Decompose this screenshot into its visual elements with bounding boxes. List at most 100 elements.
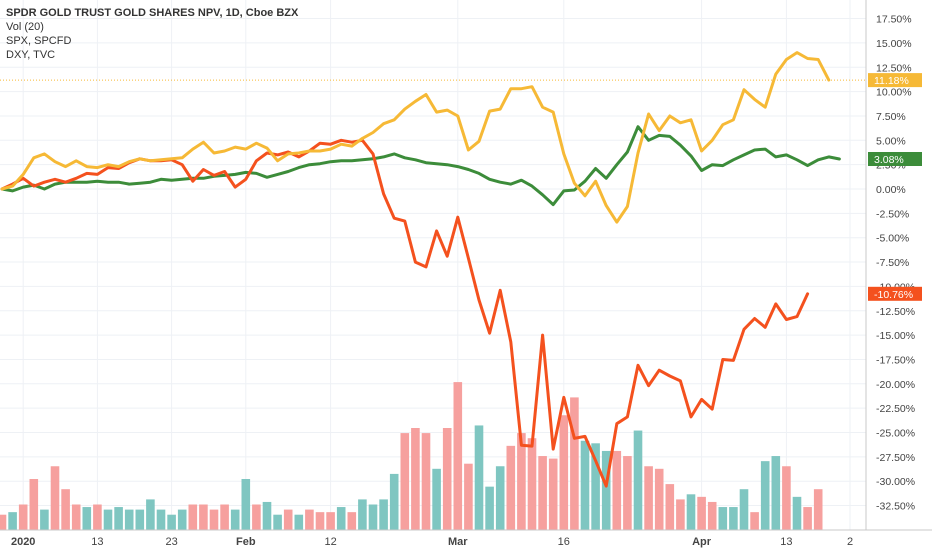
y-tick-label: 15.00%	[876, 38, 912, 50]
volume-bar	[644, 466, 653, 530]
volume-bar	[792, 496, 802, 530]
volume-bar	[495, 466, 505, 530]
volume-bar	[559, 415, 569, 530]
volume-bar	[71, 504, 81, 530]
volume-bar	[729, 507, 738, 530]
volume-bar	[803, 507, 812, 530]
volume-bar	[124, 509, 134, 530]
volume-bar	[220, 504, 229, 530]
y-tick-label: -17.50%	[876, 354, 915, 366]
volume-bar	[538, 456, 547, 530]
last-value-badge-text: 3.08%	[874, 154, 904, 166]
volume-bar	[570, 397, 579, 530]
volume-bar	[379, 499, 388, 530]
x-tick-label: 23	[165, 536, 177, 548]
volume-bar	[8, 512, 17, 530]
volume-bar	[252, 504, 261, 530]
y-tick-label: 5.00%	[876, 135, 906, 147]
x-tick-label: 12	[324, 536, 336, 548]
volume-bar	[718, 507, 728, 530]
volume-bar	[527, 438, 537, 530]
last-value-badges: 11.18% 3.08% -10.76%	[868, 73, 922, 301]
volume-bar	[432, 468, 441, 530]
volume-bar	[61, 489, 70, 530]
volume-bar	[188, 504, 198, 530]
x-tick-label: 2	[847, 536, 853, 548]
price-axis-bg	[866, 0, 932, 530]
legend-spx[interactable]: SPX, SPCFD	[6, 35, 72, 47]
volume-bar	[707, 501, 717, 530]
volume-bar	[230, 509, 240, 530]
y-tick-label: -15.00%	[876, 330, 915, 342]
volume-bar	[82, 507, 92, 530]
volume-bar	[421, 433, 431, 530]
volume-bar	[273, 514, 282, 530]
volume-bar	[241, 479, 251, 530]
volume-bar	[464, 463, 473, 530]
volume-bar	[453, 382, 463, 530]
volume-bar	[177, 509, 187, 530]
chart-grid	[0, 0, 866, 530]
x-tick-label: 13	[91, 536, 103, 548]
volume-bar	[103, 509, 113, 530]
x-tick-label: 13	[780, 536, 792, 548]
volume-bar	[326, 512, 335, 530]
volume-bar	[633, 430, 643, 530]
x-tick-label: 16	[558, 536, 570, 548]
volume-bar	[167, 514, 176, 530]
volume-bar	[612, 450, 622, 530]
x-tick-label: Apr	[692, 536, 712, 548]
volume-bar	[389, 473, 399, 530]
volume-bar	[315, 512, 325, 530]
volume-bar	[146, 499, 155, 530]
y-tick-label: -25.00%	[876, 428, 915, 440]
chart-legend: SPDR GOLD TRUST GOLD SHARES NPV, 1D, Cbo…	[6, 6, 298, 62]
last-value-badge-text: 11.18%	[874, 75, 909, 87]
volume-bar	[283, 509, 293, 530]
volume-bar	[485, 486, 494, 530]
volume-bar	[591, 443, 600, 530]
volume-bar	[347, 512, 357, 530]
series-line[interactable]	[0, 125, 841, 207]
last-value-badge	[868, 73, 922, 88]
volume-bar	[442, 428, 452, 530]
volume-bar	[676, 499, 685, 530]
volume-bar	[686, 494, 696, 530]
y-tick-label: -5.00%	[876, 233, 909, 245]
y-tick-label: -32.50%	[876, 501, 915, 513]
y-tick-label: 12.50%	[876, 62, 912, 74]
volume-bar	[40, 509, 49, 530]
volume-bar	[750, 512, 759, 530]
volume-bar	[813, 489, 823, 530]
volume-bar	[580, 440, 590, 530]
legend-main-symbol[interactable]: SPDR GOLD TRUST GOLD SHARES NPV, 1D, Cbo…	[6, 7, 299, 19]
y-tick-label: -12.50%	[876, 306, 915, 318]
volume-bar	[294, 514, 304, 530]
volume-bar	[782, 466, 791, 530]
volume-bar	[760, 461, 770, 530]
volume-bar	[336, 507, 346, 530]
y-tick-label: -30.00%	[876, 476, 915, 488]
y-tick-label: 10.00%	[876, 87, 912, 99]
series-line[interactable]	[0, 51, 831, 224]
price-axis[interactable]: 17.50%15.00%12.50%10.00%7.50%5.00%2.50%0…	[876, 14, 915, 513]
volume-bar	[29, 479, 39, 530]
volume-bar	[93, 504, 102, 530]
y-tick-label: -7.50%	[876, 257, 909, 269]
legend-volume[interactable]: Vol (20)	[6, 21, 44, 33]
volume-bar	[50, 466, 60, 530]
volume-bar	[411, 428, 420, 530]
y-tick-label: -22.50%	[876, 403, 915, 415]
y-tick-label: -20.00%	[876, 379, 915, 391]
volume-bar	[368, 504, 378, 530]
volume-bar	[548, 458, 558, 530]
time-axis[interactable]: 2020 13 23 Feb 12 Mar 16 Apr 13 2	[11, 536, 853, 548]
legend-dxy[interactable]: DXY, TVC	[6, 49, 56, 61]
volume-bar	[199, 504, 208, 530]
volume-bar	[0, 514, 7, 530]
x-tick-label: 2020	[11, 536, 35, 548]
volume-bars	[0, 382, 823, 530]
volume-bar	[18, 504, 28, 530]
x-tick-label: Mar	[448, 536, 468, 548]
